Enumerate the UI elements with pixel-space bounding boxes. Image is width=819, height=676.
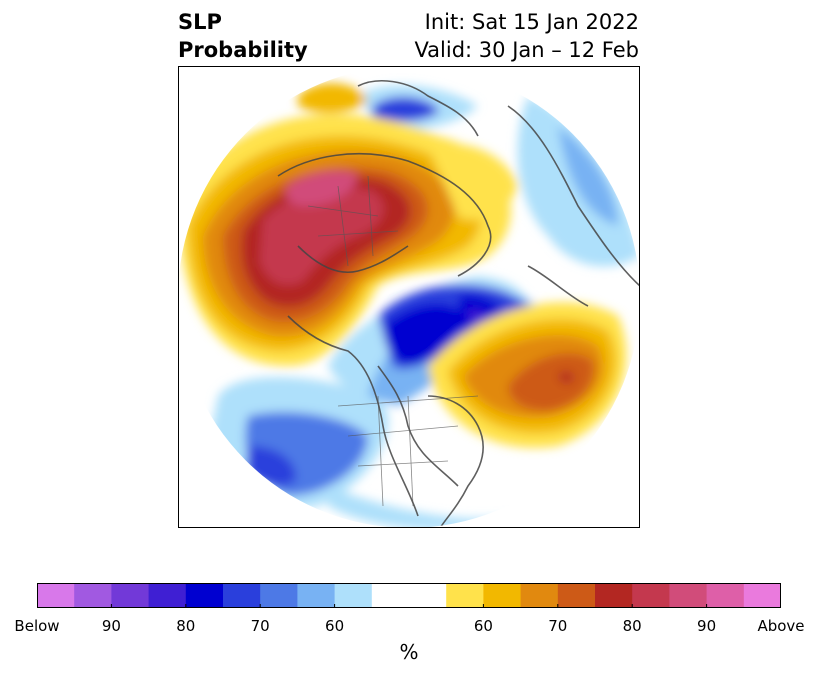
colorbar-svg bbox=[37, 583, 781, 608]
init-date: Init: Sat 15 Jan 2022 bbox=[424, 10, 639, 34]
probability-field bbox=[178, 66, 640, 528]
colorbar-unit-label: % bbox=[399, 640, 419, 664]
polar-map-svg bbox=[178, 66, 640, 528]
colorbar-tick-label: Below bbox=[14, 617, 60, 635]
colorbar-swatch bbox=[334, 583, 373, 608]
colorbar-swatch bbox=[37, 583, 75, 608]
colorbar-border bbox=[37, 583, 781, 608]
colorbar-tick-label: 70 bbox=[548, 617, 568, 635]
colorbar-swatch bbox=[74, 583, 112, 608]
borders bbox=[307, 175, 479, 507]
colorbar-swatch bbox=[185, 583, 224, 608]
colorbar-swatch bbox=[260, 583, 298, 608]
colorbar-swatch bbox=[111, 583, 150, 608]
colorbar-swatch bbox=[632, 583, 670, 608]
colorbar-swatch bbox=[371, 583, 410, 608]
colorbar-tick-label: 60 bbox=[325, 617, 345, 635]
colorbar-swatch bbox=[223, 583, 261, 608]
colorbar-swatch bbox=[557, 583, 596, 608]
colorbar-swatch bbox=[409, 583, 447, 608]
colorbar-swatch bbox=[595, 583, 633, 608]
title-line-1: SLP bbox=[178, 10, 222, 34]
colorbar bbox=[37, 583, 781, 608]
colorbar-swatch bbox=[743, 583, 781, 608]
map-border bbox=[178, 66, 640, 528]
polar-map bbox=[178, 66, 640, 528]
colorbar-tick-label: 90 bbox=[101, 617, 121, 635]
colorbar-swatch bbox=[520, 583, 559, 608]
valid-range: Valid: 30 Jan – 12 Feb bbox=[414, 38, 639, 62]
colorbar-swatch bbox=[706, 583, 745, 608]
colorbar-swatch bbox=[669, 583, 708, 608]
colorbar-swatch bbox=[148, 583, 187, 608]
coastlines bbox=[277, 80, 640, 528]
map-title: SLP Probability bbox=[178, 8, 308, 64]
title-line-2: Probability bbox=[178, 38, 308, 62]
colorbar-swatch bbox=[297, 583, 336, 608]
colorbar-swatch bbox=[483, 583, 522, 608]
colorbar-tick-label: 80 bbox=[176, 617, 196, 635]
forecast-dates: Init: Sat 15 Jan 2022 Valid: 30 Jan – 12… bbox=[414, 8, 639, 64]
colorbar-swatch bbox=[446, 583, 484, 608]
colorbar-tick-label: 60 bbox=[473, 617, 493, 635]
colorbar-tick-label: 70 bbox=[250, 617, 270, 635]
colorbar-tick-label: 90 bbox=[697, 617, 717, 635]
colorbar-tick-label: 80 bbox=[622, 617, 642, 635]
colorbar-tick-label: Above bbox=[757, 617, 805, 635]
